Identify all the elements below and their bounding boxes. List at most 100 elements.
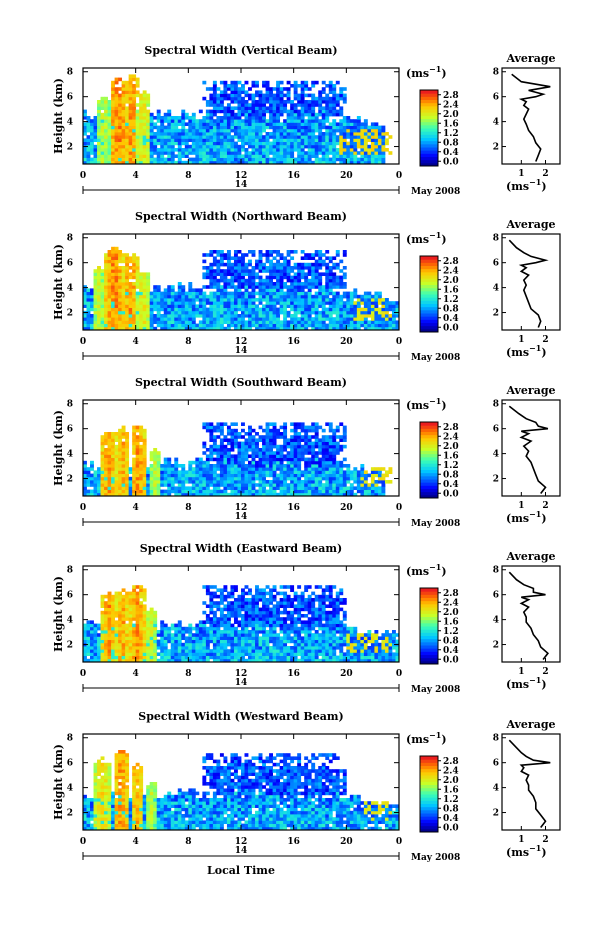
x-tick-label: 0: [80, 171, 86, 181]
average-y-tick-label: 6: [493, 591, 499, 601]
x-tick-label: 4: [133, 503, 139, 513]
average-x-tick-label: 1: [518, 835, 524, 845]
day-label: 14: [235, 512, 248, 522]
panel-title: Spectral Width (Eastward Beam): [140, 542, 342, 555]
colorbar-tick-label: 2.4: [443, 266, 459, 276]
colorbar: 0.00.40.81.21.62.02.42.8: [419, 255, 459, 333]
colorbar-tick-label: 2.4: [443, 598, 459, 608]
average-y-tick-label: 2: [493, 309, 499, 319]
y-tick-label: 6: [67, 425, 73, 435]
y-tick-label: 4: [67, 784, 73, 794]
average-frame: [501, 399, 561, 497]
colorbar-tick-label: 1.2: [443, 129, 459, 139]
colorbar-tick-label: 0.4: [443, 314, 459, 324]
y-tick-label: 2: [67, 143, 73, 153]
y-tick-label: 8: [67, 734, 73, 744]
y-tick-label: 6: [67, 259, 73, 269]
average-y-tick-label: 6: [493, 759, 499, 769]
panel-4: Spectral Width (Eastward Beam) 2 4 6 8 Height…: [52, 542, 561, 695]
x-tick-label: 4: [133, 669, 139, 679]
x-tick-label: 12: [235, 337, 248, 347]
y-tick-label: 8: [67, 234, 73, 244]
average-title: Average: [505, 384, 555, 397]
colorbar-tick-label: 0.0: [443, 655, 459, 665]
colorbar-tick-label: 2.4: [443, 100, 459, 110]
panel-5: Spectral Width (Westward Beam)2468Height…: [52, 710, 561, 877]
average-y-tick-label: 8: [493, 566, 499, 576]
x-tick-label: 12: [235, 669, 248, 679]
colorbar-unit: (ms−1): [406, 230, 447, 246]
x-tick-label: 20: [340, 503, 353, 513]
heatmap-field: [83, 750, 400, 831]
average-x-tick-label: 1: [518, 667, 524, 677]
colorbar-tick-label: 2.0: [443, 608, 459, 618]
day-label: 14: [235, 846, 248, 856]
day-label: 14: [235, 346, 248, 356]
x-tick-label: 20: [340, 837, 353, 847]
average-unit: (ms−1): [506, 509, 547, 525]
x-tick-label: 12: [235, 503, 248, 513]
average-x-tick-label: 1: [518, 501, 524, 511]
colorbar-tick-label: 0.8: [443, 304, 459, 314]
colorbar-tick-label: 1.2: [443, 461, 459, 471]
colorbar-tick-label: 1.2: [443, 295, 459, 305]
x-tick-label: 8: [185, 503, 191, 513]
colorbar-unit: (ms−1): [406, 730, 447, 746]
average-line: [511, 73, 551, 162]
colorbar-tick-label: 0.4: [443, 814, 459, 824]
colorbar-tick-label: 1.6: [443, 617, 459, 627]
heatmap-field: [83, 585, 400, 663]
average-line: [508, 571, 549, 660]
x-tick-label: 0: [396, 503, 402, 513]
average-x-tick-label: 2: [542, 835, 548, 845]
x-tick-label: 4: [133, 171, 139, 181]
average-y-tick-label: 6: [493, 259, 499, 269]
x-tick-label: 4: [133, 837, 139, 847]
average-y-tick-label: 4: [493, 284, 499, 294]
x-tick-label: 20: [340, 337, 353, 347]
average-line: [508, 739, 551, 828]
panel-title: Spectral Width (Southward Beam): [135, 376, 347, 389]
date-label: May 2008: [411, 685, 460, 695]
y-tick-label: 2: [67, 475, 73, 485]
average-y-tick-label: 2: [493, 641, 499, 651]
colorbar-tick-label: 0.8: [443, 470, 459, 480]
x-tick-label: 0: [396, 171, 402, 181]
average-x-tick-label: 2: [542, 169, 548, 179]
average-y-tick-label: 4: [493, 784, 499, 794]
colorbar-tick-label: 0.4: [443, 646, 459, 656]
colorbar-tick-label: 0.4: [443, 480, 459, 490]
average-y-tick-label: 6: [493, 93, 499, 103]
date-label: May 2008: [411, 853, 460, 863]
colorbar-tick-label: 0.8: [443, 138, 459, 148]
panel-3: Spectral Width (Southward Beam)2468Heigh…: [52, 376, 561, 529]
date-label: May 2008: [411, 519, 460, 529]
average-x-tick-label: 2: [542, 335, 548, 345]
x-tick-label: 0: [396, 337, 402, 347]
average-y-tick-label: 4: [493, 616, 499, 626]
colorbar-frame: [419, 255, 439, 333]
average-unit: (ms−1): [506, 177, 547, 193]
colorbar: 0.00.40.81.21.62.02.42.8: [419, 89, 459, 167]
colorbar-frame: [419, 89, 439, 167]
x-tick-label: 0: [396, 669, 402, 679]
x-tick-label: 0: [80, 669, 86, 679]
y-axis-label: Height (km): [52, 244, 65, 320]
average-y-tick-label: 2: [493, 143, 499, 153]
colorbar-tick-label: 2.4: [443, 766, 459, 776]
colorbar: 0.00.40.81.21.62.02.42.8: [419, 755, 459, 833]
x-tick-label: 0: [80, 503, 86, 513]
x-tick-label: 20: [340, 669, 353, 679]
average-x-tick-label: 1: [518, 335, 524, 345]
y-axis-label: Height (km): [52, 78, 65, 154]
y-tick-label: 2: [67, 641, 73, 651]
average-y-tick-label: 4: [493, 118, 499, 128]
average-y-tick-label: 2: [493, 475, 499, 485]
average-title: Average: [505, 718, 555, 731]
average-y-tick-label: 8: [493, 400, 499, 410]
x-tick-label: 16: [287, 837, 300, 847]
y-axis-label: Height (km): [52, 576, 65, 652]
